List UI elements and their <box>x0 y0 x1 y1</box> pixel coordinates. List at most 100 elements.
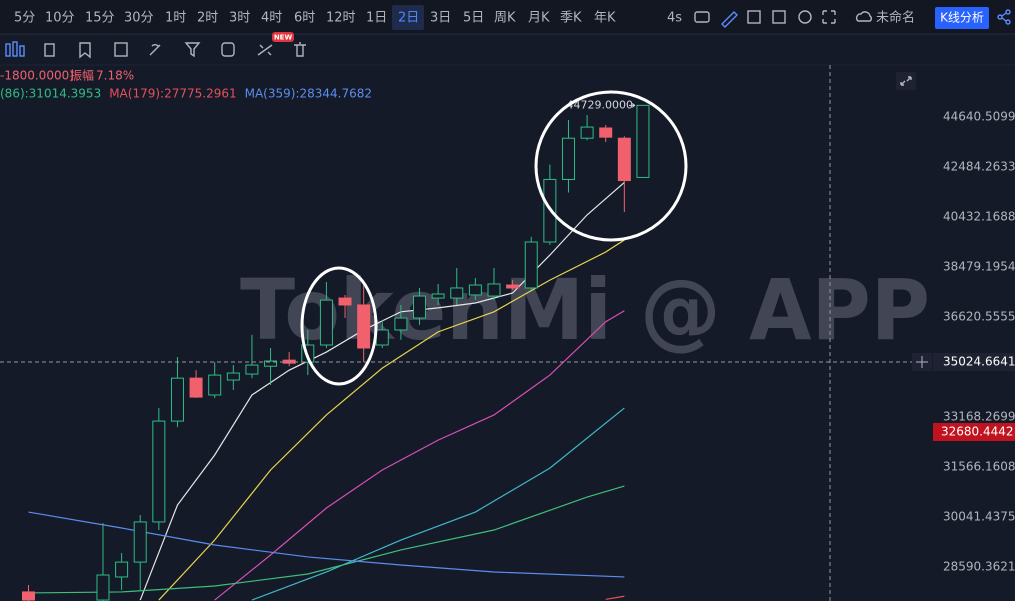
y-tick-label: 38479.1954 <box>943 260 1015 274</box>
interval-button[interactable]: 3日 <box>430 11 451 26</box>
legend-ma: MA(359):28344.7682 <box>245 87 372 101</box>
candle-body <box>226 372 240 381</box>
candle-body <box>357 304 371 349</box>
interval-button[interactable]: 12时 <box>326 11 356 26</box>
filter-icon[interactable] <box>184 42 201 58</box>
cloud-icon[interactable] <box>855 11 872 22</box>
legend-ma: MA(179):27775.2961 <box>109 87 236 101</box>
candle-body <box>450 287 464 299</box>
candle-body <box>264 360 278 367</box>
moving-average-line <box>28 511 625 578</box>
candle-body <box>394 317 408 331</box>
grid-icon[interactable] <box>772 10 786 24</box>
plot-area: 44640.5099 42484.2633 40432.1688 38479.1954… <box>0 65 1015 601</box>
legend-ma: (86):31014.3953 <box>0 87 101 101</box>
interval-selected <box>392 5 424 30</box>
candle-body <box>338 297 352 306</box>
delete-icon[interactable] <box>294 42 306 57</box>
refresh-rate[interactable]: 4s <box>667 11 682 26</box>
candle-body <box>524 241 538 289</box>
last-price-label: 32680.4442 <box>941 424 1014 438</box>
interval-button[interactable]: 30分 <box>124 11 154 26</box>
indicator-icon[interactable] <box>44 43 55 57</box>
tools-icon[interactable] <box>257 44 273 56</box>
candle-body <box>115 561 129 578</box>
legend-change: -1800.0000) <box>0 69 74 83</box>
draw-icon[interactable] <box>721 11 738 28</box>
candle-body <box>506 284 520 289</box>
expand-button[interactable] <box>896 72 916 90</box>
plus-icon <box>916 356 928 369</box>
candle-body <box>413 295 427 319</box>
camera-icon[interactable] <box>694 11 710 23</box>
bookmark-icon[interactable] <box>79 42 91 59</box>
toolbar-icons <box>694 10 872 28</box>
moving-average-line <box>605 595 625 600</box>
candle-body <box>561 137 575 180</box>
y-tick-label: 40432.1688 <box>943 210 1015 224</box>
fullscreen-icon[interactable] <box>822 10 836 24</box>
interval-button[interactable]: 6时 <box>294 11 315 26</box>
interval-button[interactable]: 5分 <box>14 11 35 26</box>
candle-body <box>599 127 613 138</box>
moving-average-line <box>158 239 625 601</box>
moving-average-line <box>28 485 625 594</box>
high-arrow <box>628 102 636 108</box>
analysis-button-label[interactable]: K线分析 <box>940 11 984 25</box>
candle-body <box>208 374 222 396</box>
interval-button[interactable]: 周K <box>494 11 516 26</box>
settings-icon[interactable] <box>798 10 812 24</box>
candle-body <box>487 283 501 297</box>
analysis-button[interactable] <box>935 7 989 29</box>
interval-button[interactable]: 2日 <box>398 11 419 26</box>
interval-button[interactable]: 2时 <box>197 11 218 26</box>
candle-body <box>636 104 650 178</box>
y-tick-label: 30041.4375 <box>943 510 1015 524</box>
highlight-circle <box>300 266 378 386</box>
layout-name[interactable]: 未命名 <box>876 10 915 26</box>
high-annotation: 44729.0000 <box>566 98 632 111</box>
drawing-toolbar: NEW <box>5 32 306 59</box>
candle-body <box>245 364 259 375</box>
link-icon[interactable] <box>149 44 161 56</box>
interval-button[interactable]: 15分 <box>85 11 115 26</box>
crosshair-label: 35024.6641 <box>943 355 1015 369</box>
edit-icon[interactable] <box>114 42 128 57</box>
interval-group: 5分 10分 15分 30分 1时 2时 3时 4时 6时 12时 1日 2日 3日 5日 周K 月K 季K 年K <box>14 5 616 30</box>
interval-button[interactable]: 月K <box>528 11 550 26</box>
interval-button[interactable]: 年K <box>594 11 616 26</box>
last-price-box <box>933 422 1015 441</box>
watermark: TokenMi @ APP <box>240 261 930 359</box>
y-tick-label: 36620.5555 <box>943 310 1015 324</box>
moving-average-line <box>251 407 625 601</box>
y-tick-label: 42484.2633 <box>943 160 1015 174</box>
candle-body <box>96 574 110 601</box>
interval-button[interactable]: 10分 <box>45 11 75 26</box>
note-icon[interactable] <box>747 10 761 24</box>
candle-body <box>22 591 35 601</box>
legend-amplitude-label: 振幅 <box>70 68 94 83</box>
interval-button[interactable]: 3时 <box>229 11 250 26</box>
new-badge <box>272 32 294 42</box>
candle-body <box>152 420 166 523</box>
candle-body <box>468 284 482 296</box>
legend-amplitude: 7.18% <box>96 69 134 83</box>
interval-button[interactable]: 季K <box>560 11 582 26</box>
candle-body <box>431 293 445 299</box>
moving-average-line <box>214 310 625 601</box>
interval-button[interactable]: 1日 <box>366 11 387 26</box>
crosshair-label-box <box>933 353 1015 372</box>
candle-body <box>319 299 333 346</box>
interval-button[interactable]: 4时 <box>261 11 282 26</box>
candle-body <box>580 126 594 139</box>
candle-body <box>617 137 631 182</box>
candle-body <box>189 377 203 398</box>
y-tick-label: 31566.1608 <box>943 460 1015 474</box>
interval-button[interactable]: 5日 <box>463 11 484 26</box>
replay-icon[interactable] <box>221 42 235 57</box>
interval-button[interactable]: 1时 <box>165 11 186 26</box>
share-icon[interactable] <box>997 9 1011 25</box>
candle-icon[interactable] <box>5 41 25 57</box>
candle-body <box>133 521 147 563</box>
